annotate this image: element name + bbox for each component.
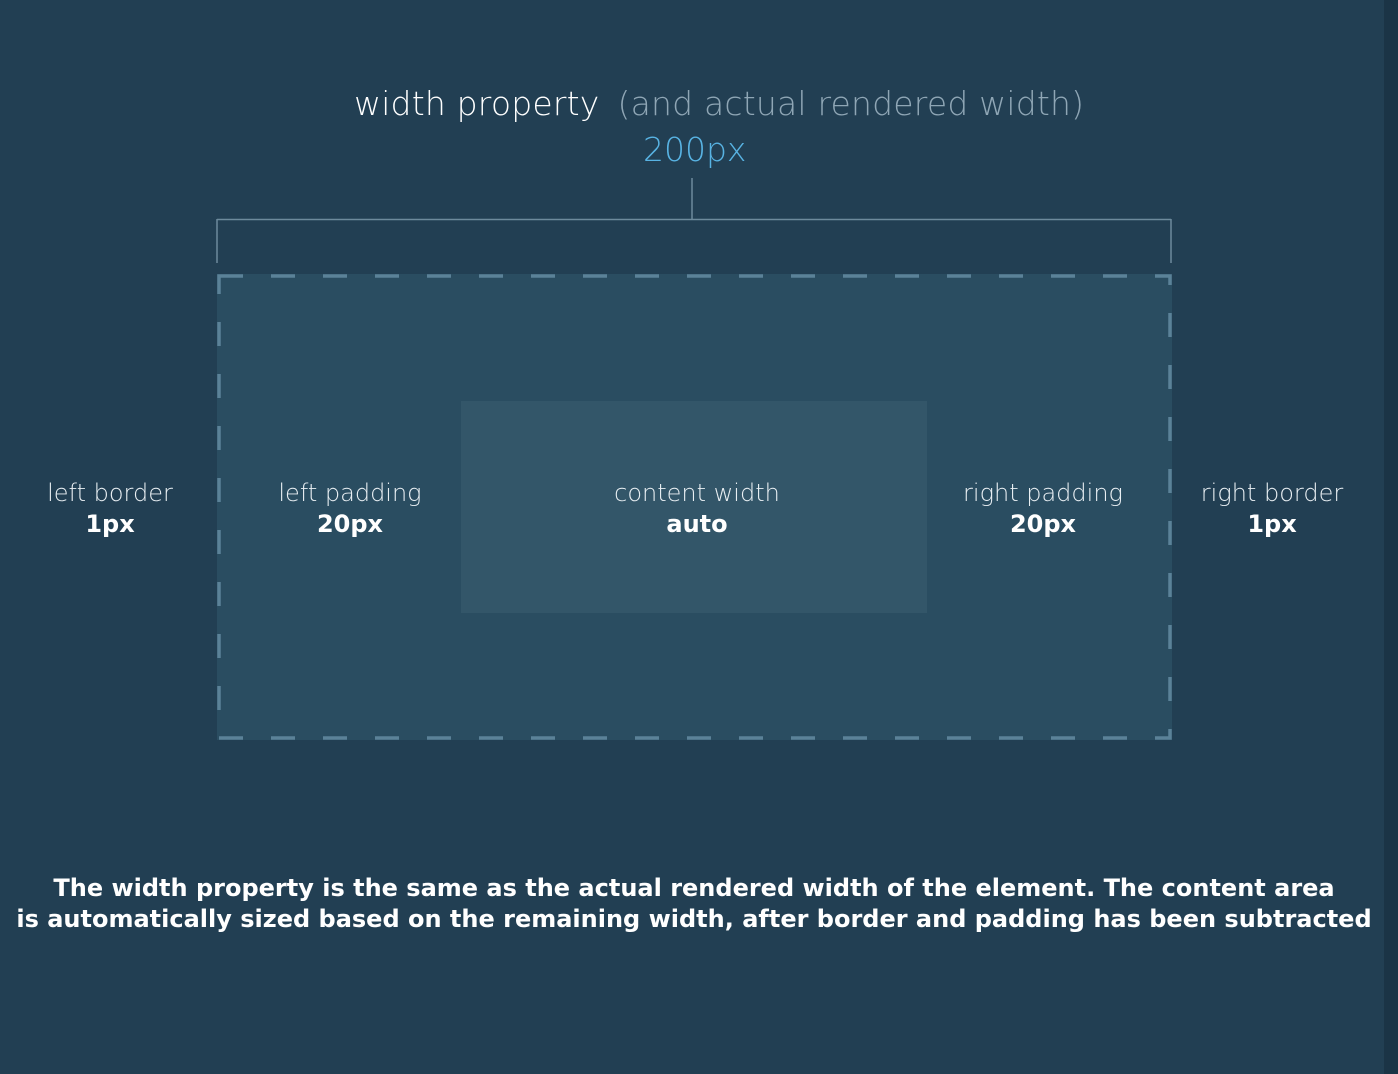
dashed-border <box>217 274 1172 740</box>
caption-line-2: is automatically sized based on the rema… <box>16 905 1372 933</box>
diagram-title: width property (and actual rendered width… <box>354 84 1084 123</box>
left-padding-value: 20px <box>316 510 384 538</box>
content-area <box>461 401 927 613</box>
left-padding-name: left padding <box>278 479 422 507</box>
left-border-name: left border <box>47 479 173 507</box>
left-padding-label: left padding 20px <box>230 478 470 540</box>
right-border-name: right border <box>1200 479 1344 507</box>
right-padding-name: right padding <box>963 479 1123 507</box>
content-value: auto <box>666 510 728 538</box>
left-border-value: 1px <box>85 510 135 538</box>
diagram-caption: The width property is the same as the ac… <box>0 873 1388 935</box>
caption-line-1: The width property is the same as the ac… <box>53 874 1335 902</box>
right-edge-strip <box>1384 0 1398 1074</box>
right-padding-label: right padding 20px <box>923 478 1163 540</box>
left-border-label: left border 1px <box>0 478 230 540</box>
right-border-value: 1px <box>1247 510 1297 538</box>
title-sub: (and actual rendered width) <box>617 84 1085 123</box>
content-label: content width auto <box>577 478 817 540</box>
right-border-label: right border 1px <box>1152 478 1392 540</box>
content-name: content width <box>614 479 780 507</box>
right-padding-value: 20px <box>1009 510 1077 538</box>
title-main: width property <box>354 84 600 123</box>
width-value: 200px <box>643 130 747 169</box>
